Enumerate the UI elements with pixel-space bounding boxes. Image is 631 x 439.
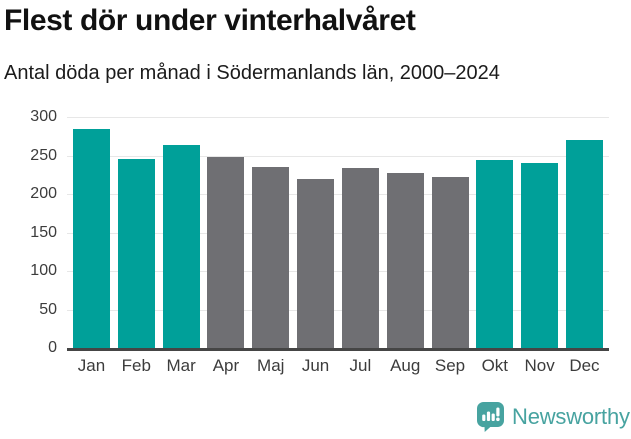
x-tick-label: Dec [569, 356, 600, 375]
bar-jan [73, 128, 110, 348]
x-tick-label: Okt [481, 356, 509, 375]
chart-title: Flest dör under vinterhalvåret [4, 4, 416, 37]
y-tick-label: 0 [48, 339, 57, 356]
y-axis: 0 50 100 150 200 250 300 [0, 109, 57, 356]
x-tick-label: Apr [212, 356, 240, 375]
gridline [67, 309, 609, 311]
y-tick-label: 250 [30, 146, 57, 164]
x-tick-label: Aug [390, 356, 421, 375]
bar-aug [386, 173, 424, 348]
bars-row [67, 117, 609, 348]
bar-apr [207, 157, 245, 348]
bar-sep [431, 177, 469, 348]
bar-feb [117, 158, 155, 348]
y-tick-label: 50 [39, 300, 57, 318]
bar-jun [297, 179, 335, 348]
brand-name: Newsworthy [512, 404, 630, 429]
x-axis-labels: Jan Feb Mar Apr Maj Jun Jul Aug Sep Okt Nov Dec [67, 356, 609, 376]
bar-jul [341, 167, 379, 348]
y-tick-label: 150 [30, 223, 57, 241]
chart-subtitle: Antal döda per månad i Södermanlands län… [4, 62, 500, 84]
gridline [67, 271, 609, 272]
x-tick-label: Nov [524, 356, 555, 375]
newsworthy-logo-icon [477, 402, 504, 432]
x-tick-label: Mar [166, 356, 196, 375]
x-tick-label: Jan [77, 356, 106, 375]
bar-okt [476, 160, 514, 348]
gridline [67, 194, 609, 195]
x-tick-label: Jun [301, 356, 330, 375]
y-tick-label: 100 [30, 262, 57, 279]
bar-maj [252, 167, 290, 348]
bar-dec [565, 140, 603, 348]
bar-mar [162, 144, 200, 348]
x-tick-label: Jul [349, 356, 372, 375]
y-tick-label: 200 [30, 185, 57, 202]
gridline [67, 117, 609, 118]
y-tick-label: 300 [30, 108, 57, 125]
gridline [67, 155, 609, 157]
bar-nov [521, 163, 559, 348]
brand-footer: Newsworthy [477, 402, 630, 432]
gridline [67, 232, 609, 234]
plot-area [67, 117, 609, 351]
x-tick-label: Sep [434, 356, 466, 375]
x-tick-label: Feb [121, 356, 151, 375]
x-tick-label: Maj [257, 356, 285, 375]
